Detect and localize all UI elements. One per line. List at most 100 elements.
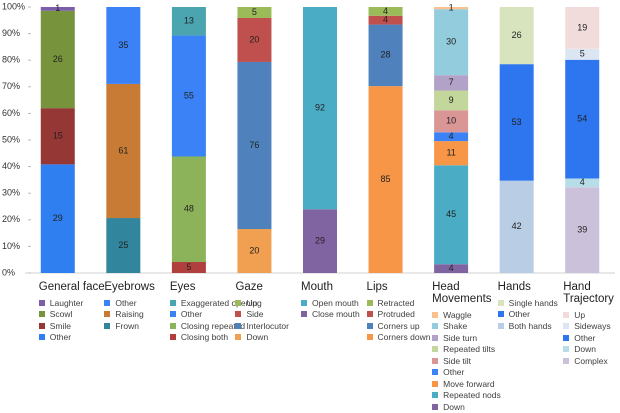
legend-swatch <box>366 299 373 306</box>
legend-entry: Down <box>432 401 502 413</box>
legend-column: Eyes Exaggerated opening Other Closing repe… <box>169 281 262 343</box>
legend-column: Head Movements Waggle Shake Side turn Repeat… <box>432 281 502 413</box>
legend-entry: Down <box>563 344 620 356</box>
bar-segment <box>368 86 403 273</box>
legend-entry: Other <box>104 297 174 309</box>
legend-swatch <box>38 322 45 329</box>
bar-segment <box>171 7 206 36</box>
legend-swatch <box>235 311 242 318</box>
y-tick-label: 30% <box>2 188 20 198</box>
bar-segment <box>303 209 337 273</box>
legend-entry: Interlocutor <box>235 320 305 332</box>
legend-swatch <box>38 311 45 318</box>
bar-segment <box>303 7 337 210</box>
data-label: 4 <box>383 15 388 25</box>
data-label: 39 <box>577 225 587 235</box>
legend-label: Both hands <box>508 320 552 331</box>
bar-segment <box>237 7 272 18</box>
legend-label: Closing both <box>180 332 229 343</box>
bar-segment <box>565 178 600 188</box>
legend-swatch <box>432 357 439 364</box>
data-label: 48 <box>184 204 194 214</box>
legend-label: Interlocutor <box>246 320 289 331</box>
bar-segment <box>565 7 600 49</box>
bar-segment <box>434 264 469 273</box>
bar-segment <box>368 7 403 16</box>
legend-label: Other <box>115 297 137 308</box>
legend-entry: Laughter <box>38 297 109 309</box>
legend-entry: Both hands <box>497 320 568 332</box>
bar-segment <box>565 48 600 60</box>
y-tick-label: 90% <box>2 28 20 38</box>
data-label: 55 <box>184 90 194 100</box>
data-label: 92 <box>315 102 325 112</box>
data-label: 54 <box>577 113 587 123</box>
data-label: 11 <box>446 148 455 158</box>
legend-entry: Shake <box>432 321 502 333</box>
data-label: 85 <box>381 174 391 184</box>
legend-column: Hand Trajectory Up Sideways Other Down Comple… <box>563 281 620 367</box>
data-label: 30 <box>446 37 456 47</box>
legend-label: Exaggerated opening <box>180 297 262 308</box>
bar-segment <box>434 9 469 76</box>
legend-label: Open mouth <box>312 297 359 308</box>
legend-swatch <box>432 334 439 341</box>
bar-segment <box>434 132 469 142</box>
legend-column: Gaze Up Side Interlocutor Down <box>235 281 305 343</box>
data-label: 1 <box>449 2 454 12</box>
legend-swatch <box>169 334 176 341</box>
data-label: 9 <box>449 95 454 105</box>
legend-label: Frown <box>115 320 139 331</box>
legend-label: Down <box>574 344 596 355</box>
legend-entry: Up <box>563 309 620 321</box>
legend-label: Close mouth <box>312 309 360 320</box>
legend-entry: Single hands <box>497 297 568 309</box>
legend-entry: Frown <box>104 320 174 332</box>
legend-swatch <box>563 334 570 341</box>
x-tick-label: General face <box>38 281 105 293</box>
legend-label: Corners down <box>377 332 431 343</box>
data-label: 5 <box>252 7 257 17</box>
y-tick-label: 20% <box>2 214 20 224</box>
legend-swatch <box>432 346 439 353</box>
legend-label: Single hands <box>508 297 558 308</box>
legend-label: Complex <box>574 355 608 366</box>
legend-label: Repeated nods <box>443 390 501 401</box>
data-label: 61 <box>118 145 128 155</box>
bar-segment <box>40 7 75 11</box>
legend-swatch <box>366 311 373 318</box>
legend-label: Up <box>246 297 258 308</box>
legend-swatch <box>432 323 439 330</box>
legend-entry: Side turn <box>432 332 502 344</box>
legend-label: Move forward <box>443 378 495 389</box>
bar-segment <box>40 108 75 165</box>
data-label: 26 <box>512 30 522 40</box>
x-tick-label: Eyes <box>169 281 196 293</box>
legend-entry: Side tilt <box>432 355 502 367</box>
legend-label: Corners up <box>377 320 420 331</box>
legend-swatch <box>235 322 242 329</box>
bar-segment <box>434 165 469 265</box>
legend-entry: Move forward <box>432 378 502 390</box>
bar-segment <box>434 141 469 166</box>
bar-segment <box>237 229 272 273</box>
data-label: 20 <box>249 245 259 255</box>
legend-entry: Other <box>169 309 240 321</box>
x-tick-label: Eyebrows <box>104 281 155 293</box>
legend-entry: Repeated nods <box>432 390 502 402</box>
y-tick-label: 10% <box>2 241 20 251</box>
data-label: 5 <box>580 49 585 59</box>
x-tick-label: Mouth <box>301 281 333 293</box>
legend-entry: Complex <box>563 355 620 367</box>
bar-segment <box>106 7 141 84</box>
legend-label: Closing repeated <box>180 320 246 331</box>
data-label: 15 <box>53 131 63 141</box>
data-label: 42 <box>512 221 522 231</box>
data-label: 29 <box>53 213 63 223</box>
y-tick-label: 80% <box>2 55 20 65</box>
plot-area: 0%10%20%30%40%50%60%70%80%90%100%2915261… <box>2 1 615 277</box>
legend-swatch <box>104 322 111 329</box>
legend-entry: Other <box>563 332 620 344</box>
data-label: 4 <box>580 177 585 187</box>
legend-label: Sideways <box>574 321 611 332</box>
